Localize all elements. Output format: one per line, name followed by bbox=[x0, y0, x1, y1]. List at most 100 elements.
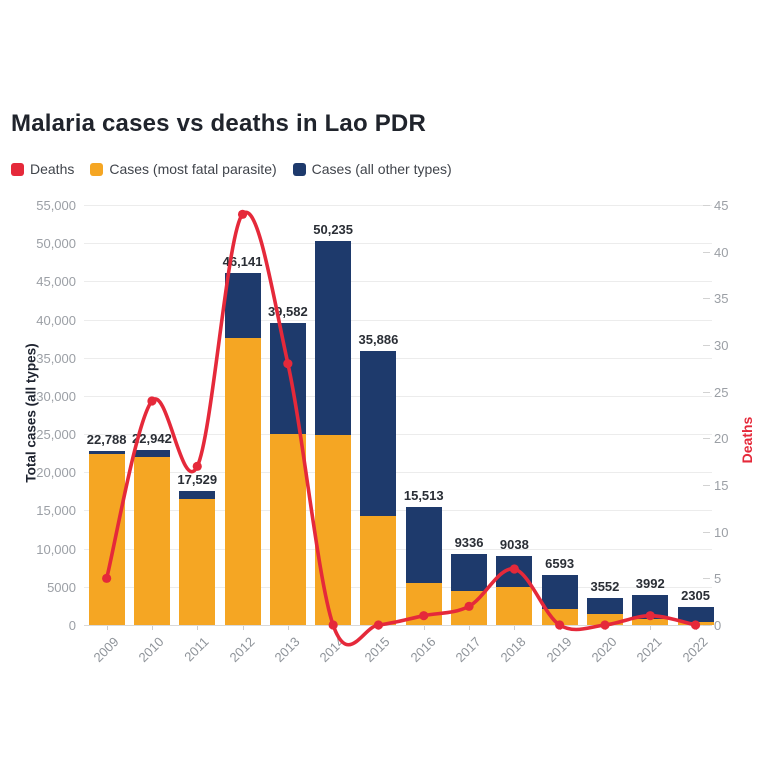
bar-segment-most-fatal bbox=[315, 434, 352, 625]
bar-segment-most-fatal bbox=[632, 618, 669, 625]
orange-square-swatch bbox=[90, 162, 104, 176]
bar-segment-most-fatal bbox=[451, 591, 488, 625]
left-axis-tick-label: 5000 bbox=[47, 579, 76, 595]
bar-segment-most-fatal bbox=[496, 586, 533, 625]
x-axis-tick-mark bbox=[695, 626, 697, 630]
right-axis-tick-mark bbox=[703, 625, 710, 626]
x-axis-year-label: 2016 bbox=[407, 634, 439, 666]
x-axis-tick-mark bbox=[514, 626, 516, 630]
gridline bbox=[84, 281, 712, 283]
right-axis-tick-mark bbox=[703, 578, 710, 580]
deaths-point bbox=[192, 461, 202, 471]
left-axis-tick-label: 55,000 bbox=[36, 198, 76, 213]
gridline bbox=[84, 319, 712, 321]
x-axis-year-label: 2017 bbox=[452, 634, 484, 666]
gridline bbox=[84, 243, 712, 245]
x-axis-year-label: 2009 bbox=[90, 634, 122, 666]
bar-value-label: 6593 bbox=[545, 555, 575, 571]
left-axis-tick-label: 50,000 bbox=[36, 236, 76, 252]
left-axis-tick-label: 30,000 bbox=[36, 388, 76, 404]
bar-segment-most-fatal bbox=[269, 434, 306, 625]
x-axis-year-label: 2021 bbox=[633, 634, 665, 666]
x-axis-tick-mark bbox=[559, 626, 561, 630]
x-axis-tick-mark bbox=[151, 626, 153, 630]
right-axis-title: Deaths bbox=[739, 416, 755, 464]
right-axis-tick-mark bbox=[703, 251, 710, 253]
bar-segment-most-fatal bbox=[586, 614, 623, 625]
bar-segment-other-types bbox=[179, 491, 216, 499]
right-axis-tick-label: 40 bbox=[714, 244, 729, 260]
gridline bbox=[84, 510, 712, 512]
x-axis-year-label: 2022 bbox=[679, 634, 711, 666]
right-axis-tick-mark bbox=[703, 531, 710, 533]
right-axis-tick-mark bbox=[703, 485, 710, 486]
right-axis-tick-label: 35 bbox=[714, 291, 729, 307]
x-axis-year-label: 2014 bbox=[316, 634, 348, 666]
right-axis-tick-mark bbox=[703, 391, 710, 393]
right-axis-tick-mark bbox=[703, 438, 710, 440]
right-axis-tick-label: 25 bbox=[714, 384, 729, 400]
bar-segment-most-fatal bbox=[541, 608, 578, 625]
left-axis-tick-label: 40,000 bbox=[36, 312, 76, 328]
right-axis-tick-label: 30 bbox=[714, 338, 729, 353]
bar-value-label: 50,235 bbox=[313, 222, 354, 238]
gridline bbox=[84, 395, 712, 397]
x-axis-tick-mark bbox=[650, 626, 652, 630]
x-axis-tick-mark bbox=[604, 626, 606, 630]
x-axis-tick-mark bbox=[197, 626, 199, 630]
right-axis-tick-label: 15 bbox=[714, 478, 729, 493]
bar-value-label: 22,942 bbox=[132, 430, 172, 446]
x-axis-year-label: 2011 bbox=[181, 634, 212, 665]
left-axis-tick-label: 20,000 bbox=[36, 465, 76, 481]
bar-value-label: 9038 bbox=[499, 536, 529, 552]
left-axis-tick-label: 15,000 bbox=[36, 503, 76, 519]
bar-segment-most-fatal bbox=[179, 499, 216, 625]
left-axis-tick-label: 0 bbox=[68, 618, 76, 633]
bar-segment-other-types bbox=[269, 322, 306, 435]
bar-segment-other-types bbox=[586, 597, 623, 615]
x-axis-tick-mark bbox=[378, 626, 380, 630]
deaths-point bbox=[147, 396, 157, 406]
legend-label: Deaths bbox=[30, 161, 75, 177]
left-axis-tick-label: 35,000 bbox=[36, 350, 76, 366]
x-axis-tick-mark bbox=[242, 626, 244, 630]
bar-segment-most-fatal bbox=[405, 583, 442, 625]
bar-value-label: 35,886 bbox=[358, 331, 399, 347]
x-axis-year-label: 2012 bbox=[226, 634, 258, 666]
bar-segment-other-types bbox=[451, 553, 488, 591]
x-axis-year-label: 2018 bbox=[497, 634, 529, 666]
right-axis-tick-label: 45 bbox=[714, 198, 729, 213]
bar-value-label: 46,141 bbox=[222, 253, 263, 269]
gridline bbox=[84, 357, 712, 359]
x-axis-year-label: 2019 bbox=[543, 634, 575, 666]
bar-value-label: 15,513 bbox=[403, 487, 444, 503]
x-axis-tick-mark bbox=[287, 626, 289, 630]
legend-label: Cases (most fatal parasite) bbox=[109, 161, 277, 177]
right-axis-tick-label: 0 bbox=[714, 618, 722, 633]
right-axis-tick-label: 10 bbox=[714, 524, 729, 540]
x-axis-year-label: 2013 bbox=[271, 634, 303, 666]
bar-value-label: 2305 bbox=[681, 588, 710, 604]
x-axis-tick-mark bbox=[106, 626, 108, 630]
right-axis-tick-mark bbox=[703, 345, 710, 346]
deaths-point bbox=[237, 209, 248, 219]
gridline bbox=[84, 548, 712, 550]
legend-item-1: Cases (most fatal parasite) bbox=[90, 161, 277, 177]
gridline bbox=[84, 625, 712, 626]
gridline bbox=[84, 205, 712, 206]
bar-segment-most-fatal bbox=[88, 453, 125, 625]
bar-segment-other-types bbox=[677, 607, 714, 622]
left-axis-tick-label: 10,000 bbox=[36, 541, 76, 557]
legend: Deaths Cases (most fatal parasite) Cases (… bbox=[11, 161, 452, 177]
bar-segment-most-fatal bbox=[360, 515, 397, 625]
right-axis-tick-mark bbox=[703, 298, 710, 300]
bar-segment-most-fatal bbox=[677, 621, 714, 625]
right-axis-tick-label: 5 bbox=[714, 571, 722, 587]
legend-label: Cases (all other types) bbox=[311, 161, 452, 177]
legend-item-0: Deaths bbox=[11, 161, 74, 177]
red-square-swatch bbox=[11, 162, 24, 176]
x-axis-year-label: 2020 bbox=[588, 634, 620, 666]
x-axis-year-label: 2015 bbox=[361, 634, 394, 666]
x-axis-tick-mark bbox=[469, 626, 471, 630]
